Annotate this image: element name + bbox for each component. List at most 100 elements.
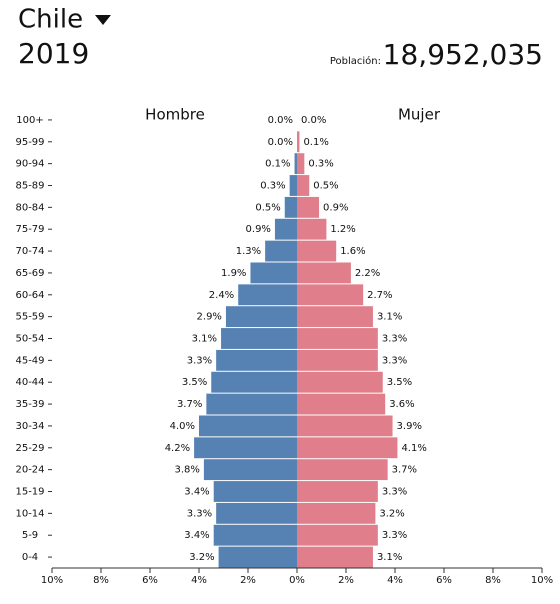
y-tick-label: 10-14	[15, 508, 44, 519]
value-label: 3.3%	[187, 508, 212, 519]
bar	[206, 393, 297, 415]
x-tick-label: 6%	[142, 575, 158, 586]
x-tick-label: 2%	[240, 575, 256, 586]
bar	[297, 306, 373, 328]
value-label: 1.9%	[221, 268, 246, 279]
value-label: 0.5%	[313, 181, 338, 192]
bar	[297, 284, 364, 306]
bar	[297, 437, 398, 459]
y-tick-label: 25-29	[15, 443, 44, 454]
value-label: 3.5%	[387, 377, 412, 388]
bar	[225, 306, 297, 328]
value-label: 3.2%	[189, 552, 214, 563]
bar	[221, 328, 297, 349]
value-label: 0.3%	[260, 181, 285, 192]
bar	[297, 349, 378, 371]
legend-label: Mujer	[398, 106, 441, 124]
y-tick-label: 60-64	[15, 290, 44, 301]
value-label: 0.9%	[323, 202, 348, 213]
value-label: 2.9%	[197, 312, 222, 323]
y-tick-label: 80-84	[15, 202, 44, 213]
x-tick-label: 4%	[191, 575, 207, 586]
value-label: 1.2%	[330, 224, 355, 235]
bar	[297, 240, 337, 262]
bar	[289, 175, 297, 196]
y-tick-label: 0-4	[22, 552, 38, 563]
bar	[250, 262, 297, 284]
y-tick-label: 90-94	[15, 159, 44, 170]
value-label: 3.1%	[192, 334, 217, 345]
bar	[238, 284, 297, 306]
legend-label: Hombre	[145, 106, 205, 124]
bar	[297, 393, 386, 415]
value-label: 3.3%	[382, 355, 407, 366]
bar	[297, 371, 383, 393]
bar	[297, 196, 320, 218]
y-tick-label: 45-49	[15, 355, 44, 366]
x-tick-label: 6%	[436, 575, 452, 586]
x-tick-label: 0%	[289, 575, 305, 586]
value-label: 3.8%	[174, 465, 199, 476]
value-label: 0.0%	[301, 115, 326, 126]
value-label: 0.9%	[246, 224, 271, 235]
bar	[211, 371, 297, 393]
value-label: 3.2%	[379, 508, 404, 519]
y-tick-label: 40-44	[15, 377, 44, 388]
bar	[194, 437, 297, 459]
y-tick-label: 65-69	[15, 268, 44, 279]
bar	[297, 415, 393, 437]
dropdown-arrow[interactable]	[95, 15, 111, 25]
value-label: 2.2%	[355, 268, 380, 279]
y-tick-label: 35-39	[15, 399, 44, 410]
value-label: 2.7%	[367, 290, 392, 301]
value-label: 3.9%	[397, 421, 422, 432]
value-label: 0.0%	[268, 137, 293, 148]
value-label: 3.3%	[187, 355, 212, 366]
bar	[297, 153, 305, 175]
x-tick-label: 10%	[531, 575, 553, 586]
value-label: 3.7%	[392, 465, 417, 476]
value-label: 3.4%	[184, 530, 209, 541]
bar	[297, 459, 388, 481]
value-label: 3.5%	[182, 377, 207, 388]
bar	[216, 502, 297, 524]
bar	[297, 175, 310, 196]
value-label: 0.1%	[265, 159, 290, 170]
bar	[297, 502, 376, 524]
country-title[interactable]: Chile	[18, 5, 83, 35]
value-label: 1.3%	[236, 246, 261, 257]
bar	[297, 218, 327, 240]
bar	[213, 481, 297, 502]
value-label: 1.6%	[340, 246, 365, 257]
x-tick-label: 8%	[93, 575, 109, 586]
y-tick-label: 50-54	[15, 334, 44, 345]
year: 2019	[18, 37, 89, 70]
population-label: Población:	[330, 55, 381, 67]
value-label: 0.0%	[268, 115, 293, 126]
value-label: 2.4%	[209, 290, 234, 301]
value-label: 4.1%	[401, 443, 426, 454]
y-tick-label: 55-59	[15, 312, 44, 323]
value-label: 3.7%	[177, 399, 202, 410]
value-label: 3.3%	[382, 487, 407, 498]
bar	[218, 546, 297, 568]
value-label: 0.3%	[308, 159, 333, 170]
bar	[213, 524, 297, 546]
value-label: 0.1%	[303, 137, 328, 148]
y-tick-label: 5-9	[22, 530, 38, 541]
y-tick-label: 30-34	[15, 421, 44, 432]
population-value: 18,952,035	[383, 38, 543, 71]
x-tick-label: 4%	[387, 575, 403, 586]
value-label: 3.1%	[377, 312, 402, 323]
value-label: 0.5%	[255, 202, 280, 213]
y-tick-label: 85-89	[15, 181, 44, 192]
y-tick-label: 95-99	[15, 137, 44, 148]
bar	[284, 196, 297, 218]
value-label: 3.6%	[389, 399, 414, 410]
value-label: 3.3%	[382, 530, 407, 541]
bar	[265, 240, 297, 262]
y-tick-label: 75-79	[15, 224, 44, 235]
bar	[199, 415, 297, 437]
